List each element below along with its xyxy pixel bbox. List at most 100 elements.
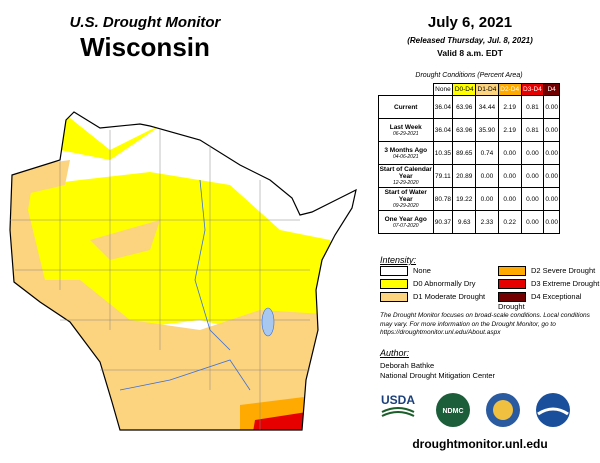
table-value: 36.04 [432,118,454,142]
table-value: 79.11 [432,164,454,188]
legend-swatch [380,266,408,277]
corner-cell [379,84,434,96]
table-value: 0.00 [543,118,560,142]
table-value: 0.22 [497,210,522,234]
column-header: D0-D4 [452,83,477,96]
table-value: 0.74 [475,141,499,165]
ndmc-logo: NDMC [443,408,464,415]
legend-item: D2 Severe Drought [498,266,596,277]
logos: USDA NDMC [381,393,570,427]
table-value: 35.90 [475,118,499,142]
column-header: D2-D4 [497,83,522,96]
state-name: Wisconsin [80,32,210,62]
row-label: Start of Calendar Year [379,166,432,180]
row-label-cell: Start of Calendar Year 12-29-2020 [378,164,434,188]
stats-table: None D0-D4 D1-D4 D2-D4 D3-D4 D4 Current 36.04 63… [378,83,560,234]
table-value: 0.00 [497,141,522,165]
legend-title: Intensity: [380,255,417,265]
row-label-cell: Last Week 06-29-2021 [378,118,434,142]
row-label: Start of Water Year [384,189,427,203]
table-value: 0.81 [520,118,545,142]
legend-item: D3 Extreme Drought [498,279,600,290]
header-row: None D0-D4 D1-D4 D2-D4 D3-D4 D4 [379,83,560,96]
legend-label: D0 Abnormally Dry [413,279,476,288]
row-date: 12-29-2020 [392,180,419,186]
table-value: 9.63 [452,210,477,234]
legend-label: D2 Severe Drought [531,266,596,275]
table-value: 0.00 [520,141,545,165]
legend-swatch [498,279,526,290]
table-value: 0.00 [497,164,522,188]
author-org: National Drought Mitigation Center [380,371,496,380]
table-value: 90.37 [432,210,454,234]
table-value: 10.35 [432,141,454,165]
table-value: 36.04 [432,95,454,119]
table-value: 89.65 [452,141,477,165]
url: droughtmonitor.unl.edu [412,437,548,451]
table-value: 2.19 [497,118,522,142]
table-caption: Drought Conditions (Percent Area) [415,72,523,79]
usda-logo: USDA [381,393,415,407]
legend-swatch [380,279,408,290]
legend-label: D3 Extreme Drought [531,279,600,288]
legend-label: D4 Exceptional Drought [498,292,582,312]
table-value: 0.00 [497,187,522,211]
legend-swatch [498,266,526,277]
table-row: Start of Water Year 09-29-2020 80.78 19.22 0… [378,187,560,211]
table-value: 80.78 [432,187,454,211]
legend-swatch [498,292,526,303]
row-label-cell: Current [378,95,434,119]
table-row: Current 36.04 63.96 34.44 2.19 0.81 0.00 [378,95,560,119]
table-value: 0.00 [520,210,545,234]
table-value: 0.81 [520,95,545,119]
title: U.S. Drought Monitor [69,14,221,31]
column-header: D3-D4 [520,83,545,96]
legend-swatch [380,292,408,303]
table-value: 0.00 [543,141,560,165]
legend-item: D4 Exceptional Drought [498,292,600,311]
table-value: 0.00 [520,164,545,188]
row-label: One Year Ago [384,215,427,223]
table-row: One Year Ago 07-07-2020 90.37 9.63 2.33 0.22 0… [378,210,560,234]
table-row: 3 Months Ago 04-06-2021 10.35 89.65 0.74 0.00… [378,141,560,165]
table-value: 0.00 [543,210,560,234]
author-name: Deborah Bathke [380,361,435,370]
row-label: Last Week [389,123,422,131]
table-value: 0.00 [543,187,560,211]
table-value: 19.22 [452,187,477,211]
row-date: 06-29-2021 [392,130,419,137]
column-header: None [432,83,454,96]
row-date: 04-06-2021 [392,153,419,160]
row-label: Current [394,103,418,111]
valid: Valid 8 a.m. EDT [437,48,503,58]
released: (Released Thursday, Jul. 8, 2021) [407,36,533,45]
table-value: 2.33 [475,210,499,234]
column-header: D1-D4 [475,83,499,96]
legend-item: D0 Abnormally Dry [380,279,476,290]
table-value: 0.00 [543,95,560,119]
table-row: Start of Calendar Year 12-29-2020 79.11 20.… [378,164,560,188]
table-value: 0.00 [475,164,499,188]
legend-item: None [380,266,431,277]
legend-label: D1 Moderate Drought [413,292,486,301]
table-value: 0.00 [520,187,545,211]
column-header: D4 [543,83,560,96]
row-label-cell: One Year Ago 07-07-2020 [378,210,434,234]
table-value: 63.96 [452,95,477,119]
legend: None D2 Severe Drought D0 Abnormally Dry D3… [380,266,600,311]
row-date: 07-07-2020 [392,222,419,229]
table-value: 2.19 [497,95,522,119]
legend-item: D1 Moderate Drought [380,292,486,303]
row-label-cell: Start of Water Year 09-29-2020 [378,187,434,211]
table-value: 34.44 [475,95,499,119]
legend-label: None [413,266,431,275]
table-value: 20.89 [452,164,477,188]
table-value: 0.00 [543,164,560,188]
table-row: Last Week 06-29-2021 36.04 63.96 35.90 2.19 0.… [378,118,560,142]
row-label-cell: 3 Months Ago 04-06-2021 [378,141,434,165]
note: The Drought Monitor focuses on broad-sca… [380,312,590,336]
map [9,111,357,431]
date: July 6, 2021 [427,14,513,31]
table-value: 0.00 [475,187,499,211]
